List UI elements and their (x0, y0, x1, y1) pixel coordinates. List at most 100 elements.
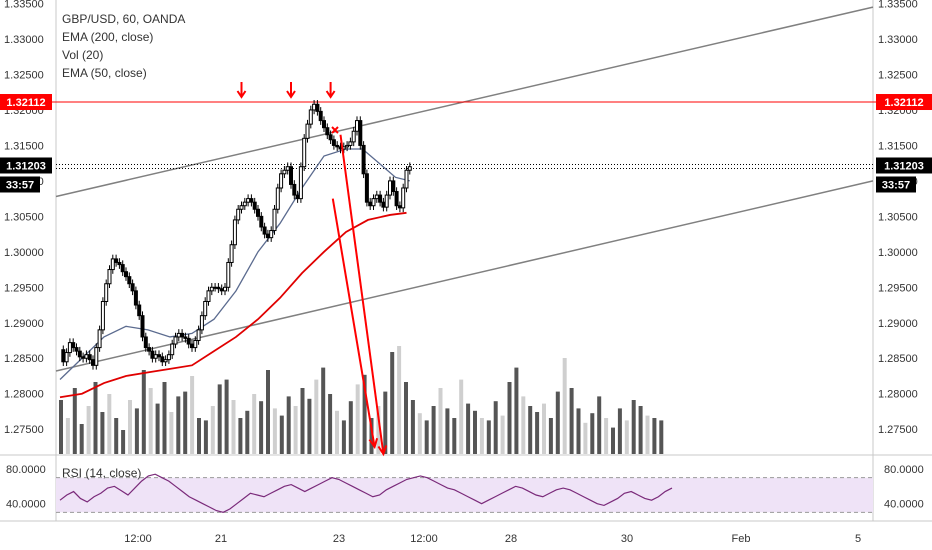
chart-legend: GBP/USD, 60, OANDA EMA (200, close) Vol … (62, 10, 185, 82)
volume-bar (197, 418, 201, 454)
candle-body (328, 134, 333, 141)
y-tick-label-left: 1.28000 (4, 389, 44, 401)
candle-body (173, 336, 178, 345)
candle-body (223, 286, 227, 292)
last-price-badge-left-text: 1.31203 (6, 160, 46, 172)
countdown-badge-left-bg (0, 176, 40, 193)
candle-body (147, 347, 152, 352)
candle-body (130, 283, 135, 292)
candle-body (358, 120, 363, 146)
rsi-tick-label-right: 40.0000 (884, 499, 924, 511)
down-arrow-icon (236, 82, 247, 99)
candle-body (239, 205, 244, 210)
rsi-tick-label-right: 80.0000 (884, 464, 924, 476)
y-tick-label-left: 1.33500 (4, 0, 44, 11)
volume-bar (293, 406, 298, 454)
candle-body (295, 194, 300, 200)
candle-body (226, 261, 231, 288)
volume-bar (72, 388, 77, 454)
countdown-badge-left: 33:57 (0, 176, 40, 193)
channel-lower-line (55, 180, 874, 372)
candle-body (160, 356, 165, 363)
candle-body (331, 139, 336, 146)
candle-body (242, 201, 247, 207)
y-tick-label-left: 1.32500 (4, 69, 44, 81)
volume-bar (59, 400, 63, 454)
volume-bar (100, 412, 105, 454)
candle-body (364, 173, 369, 203)
volume-bar (638, 406, 643, 454)
volume-bar (252, 394, 257, 454)
volume-label[interactable]: Vol (20) (62, 48, 104, 62)
candle-body (157, 354, 161, 358)
ema50-label[interactable]: EMA (50, close) (62, 66, 147, 80)
candle-body (322, 120, 326, 129)
y-tick-label-left: 1.30500 (4, 211, 44, 223)
volume-bar (659, 420, 664, 454)
rsi-tick-label-left: 40.0000 (6, 499, 46, 511)
candle-body (298, 166, 303, 200)
candle-body (74, 347, 79, 352)
x-tick-label: 30 (621, 533, 633, 545)
volume-bar (203, 420, 208, 454)
candle-body (77, 350, 82, 358)
candle-body (312, 103, 317, 111)
volume-bar (479, 418, 484, 454)
y-tick-label-right: 1.30000 (878, 247, 918, 259)
volume-bar (217, 384, 222, 454)
last-price-badge-right: 1.31203 (876, 157, 932, 174)
candle-body (355, 120, 359, 132)
volume-bar (341, 420, 346, 454)
volume-bar (169, 412, 174, 454)
resistance-badge-right-bg (876, 94, 932, 111)
candle-body (361, 144, 366, 175)
candle-body (259, 215, 264, 228)
candle-body (249, 198, 254, 203)
volume-bar (466, 403, 471, 454)
candle-body (404, 169, 409, 189)
candle-body (345, 144, 350, 148)
volume-bar (611, 427, 615, 454)
candle-body (71, 342, 76, 349)
volume-bar (107, 394, 112, 454)
candle-body (279, 173, 284, 189)
countdown-badge-left-text: 33:57 (6, 179, 34, 191)
symbol-label[interactable]: GBP/USD, 60, OANDA (62, 12, 186, 26)
x-tick-label: 5 (855, 533, 861, 545)
candle-body (401, 187, 406, 209)
candle-body (318, 110, 323, 122)
volume-bar (141, 370, 146, 454)
volume-bar (348, 401, 353, 454)
candle-body (285, 166, 290, 171)
last-price-badge-right-text: 1.31203 (884, 160, 924, 172)
volume-bar (224, 379, 229, 454)
candle-body (124, 271, 128, 278)
volume-bar (383, 391, 388, 454)
candle-body (196, 329, 201, 341)
volume-bar (424, 420, 429, 454)
ema200-label[interactable]: EMA (200, close) (62, 30, 154, 44)
candle-body (348, 141, 353, 146)
rsi-label[interactable]: RSI (14, close) (62, 466, 142, 480)
candle-body (180, 332, 185, 338)
candle-body (335, 144, 340, 148)
volume-bar (376, 406, 381, 454)
y-tick-label-left: 1.29000 (4, 318, 44, 330)
candle-body (256, 208, 260, 217)
x-tick-label: 23 (333, 533, 345, 545)
candle-body (183, 336, 188, 339)
candle-body (114, 258, 119, 263)
rsi-tick-label-left: 80.0000 (6, 464, 46, 476)
volume-bar (486, 420, 491, 454)
candle-body (371, 198, 376, 207)
candle-body (120, 264, 125, 273)
y-tick-label-left: 1.33000 (4, 34, 44, 46)
candle-body (315, 103, 320, 112)
candle-body (216, 286, 221, 290)
y-tick-label-right: 1.30500 (878, 211, 918, 223)
y-tick-label-right: 1.33000 (878, 34, 918, 46)
volume-bar (597, 396, 602, 454)
volume-bar (266, 370, 270, 454)
